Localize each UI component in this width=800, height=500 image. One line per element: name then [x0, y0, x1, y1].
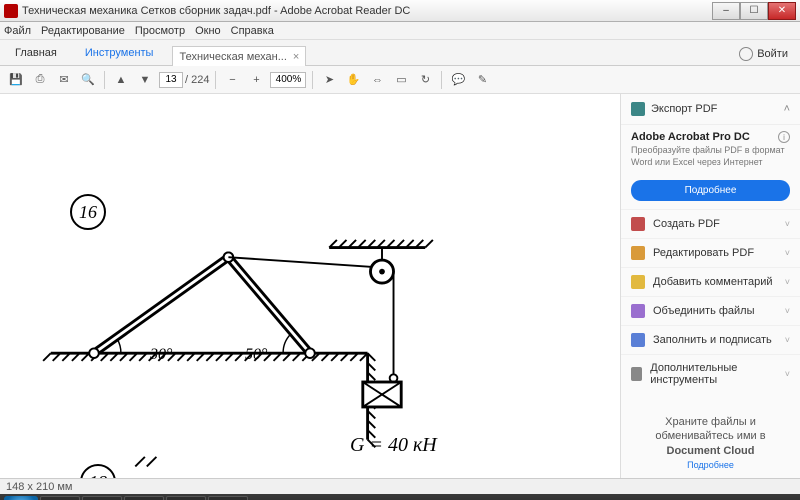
chevron-down-icon: ˅: [785, 277, 790, 287]
tab-document[interactable]: Техническая механ... ×: [172, 46, 306, 66]
window-controls: – ☐ ✕: [712, 2, 796, 20]
info-icon[interactable]: i: [778, 131, 790, 143]
minimize-button[interactable]: –: [712, 2, 740, 20]
panel-item-icon: [631, 217, 645, 231]
product-desc: Преобразуйте файлы PDF в формат Word или…: [631, 145, 790, 168]
menu-view[interactable]: Просмотр: [135, 25, 185, 37]
tab-document-label: Техническая механ...: [179, 51, 286, 63]
panel-footer: Храните файлы и обменивайтесь ими в Docum…: [621, 409, 800, 478]
task-excel[interactable]: [208, 496, 248, 500]
close-button[interactable]: ✕: [768, 2, 796, 20]
panel-item-label: Заполнить и подписать: [653, 334, 772, 346]
chevron-up-icon: ˄: [784, 103, 790, 115]
tab-tools[interactable]: Инструменты: [76, 42, 163, 65]
panel-item-label: Дополнительные инструменты: [650, 362, 776, 386]
maximize-button[interactable]: ☐: [740, 2, 768, 20]
footer-link[interactable]: Подробнее: [631, 460, 790, 470]
panel-item-3[interactable]: Объединить файлы ˅: [621, 296, 800, 325]
window-title: Техническая механика Сетков сборник зада…: [22, 5, 712, 17]
panel-item-icon: [631, 333, 645, 347]
status-bar: 148 x 210 мм: [0, 478, 800, 494]
export-pdf-label: Экспорт PDF: [651, 103, 717, 115]
export-icon: [631, 102, 645, 116]
chevron-down-icon: ˅: [785, 248, 790, 258]
page-indicator: / 224: [159, 72, 209, 88]
menu-help[interactable]: Справка: [231, 25, 274, 37]
panel-item-label: Объединить файлы: [653, 305, 755, 317]
problem-number-16: 16: [70, 194, 106, 230]
menu-window[interactable]: Окно: [195, 25, 221, 37]
panel-item-icon: [631, 246, 645, 260]
panel-item-label: Создать PDF: [653, 218, 720, 230]
chevron-down-icon: ˅: [785, 369, 790, 379]
task-acrobat[interactable]: [124, 496, 164, 500]
print-icon[interactable]: ⎙: [30, 70, 50, 90]
page-current-input[interactable]: [159, 72, 183, 88]
panel-item-label: Добавить комментарий: [653, 276, 772, 288]
panel-item-icon: [631, 304, 645, 318]
tab-bar: Главная Инструменты Техническая механ...…: [0, 40, 800, 66]
document-canvas[interactable]: 16 18 30° 50° G = 40 кН: [0, 94, 620, 478]
footer-text-2: Document Cloud: [667, 445, 755, 457]
toolbar: 💾 ⎙ ✉ 🔍 ▲ ▼ / 224 − + ➤ ✋ ⇔ ▭ ↻ 💬 ✎: [0, 66, 800, 94]
angle-label-30: 30°: [150, 346, 172, 364]
rotate-icon[interactable]: ↻: [415, 70, 435, 90]
engineering-drawing: [0, 94, 620, 478]
panel-item-1[interactable]: Редактировать PDF ˅: [621, 238, 800, 267]
save-icon[interactable]: 💾: [6, 70, 26, 90]
task-browser[interactable]: [82, 496, 122, 500]
sign-icon[interactable]: ✎: [472, 70, 492, 90]
export-pdf-header[interactable]: Экспорт PDF ˄: [621, 94, 800, 125]
panel-item-label: Редактировать PDF: [653, 247, 754, 259]
zoom-out-icon[interactable]: −: [222, 70, 242, 90]
product-name: Adobe Acrobat Pro DC: [631, 131, 750, 143]
panel-item-2[interactable]: Добавить комментарий ˅: [621, 267, 800, 296]
product-promo: i Adobe Acrobat Pro DC Преобразуйте файл…: [621, 125, 800, 174]
task-explorer[interactable]: [40, 496, 80, 500]
comment-icon[interactable]: 💬: [448, 70, 468, 90]
fit-width-icon[interactable]: ⇔: [367, 70, 387, 90]
task-word[interactable]: [166, 496, 206, 500]
login-button[interactable]: Войти: [733, 43, 794, 65]
app-icon: [4, 4, 18, 18]
chevron-down-icon: ˅: [785, 335, 790, 345]
learn-more-button[interactable]: Подробнее: [631, 180, 790, 201]
panel-item-0[interactable]: Создать PDF ˅: [621, 209, 800, 238]
tab-close-icon[interactable]: ×: [293, 51, 299, 63]
menu-edit[interactable]: Редактирование: [41, 25, 125, 37]
tools-panel: Экспорт PDF ˄ i Adobe Acrobat Pro DC Пре…: [620, 94, 800, 478]
tab-home[interactable]: Главная: [6, 42, 66, 65]
page-total: / 224: [185, 74, 209, 86]
chevron-down-icon: ˅: [785, 219, 790, 229]
angle-label-50: 50°: [245, 346, 267, 364]
content-area: 16 18 30° 50° G = 40 кН Экспорт PDF ˄ i …: [0, 94, 800, 478]
search-icon[interactable]: 🔍: [78, 70, 98, 90]
menu-file[interactable]: Файл: [4, 25, 31, 37]
page-up-icon[interactable]: ▲: [111, 70, 131, 90]
footer-text-1: Храните файлы и обменивайтесь ими в: [655, 416, 765, 442]
zoom-in-icon[interactable]: +: [246, 70, 266, 90]
panel-item-4[interactable]: Заполнить и подписать ˅: [621, 325, 800, 354]
mail-icon[interactable]: ✉: [54, 70, 74, 90]
panel-item-icon: [631, 275, 645, 289]
login-label: Войти: [757, 48, 788, 60]
menu-bar: Файл Редактирование Просмотр Окно Справк…: [0, 22, 800, 40]
page-dimensions: 148 x 210 мм: [6, 481, 73, 493]
load-formula: G = 40 кН: [350, 434, 437, 457]
pointer-icon[interactable]: ➤: [319, 70, 339, 90]
hand-icon[interactable]: ✋: [343, 70, 363, 90]
page-down-icon[interactable]: ▼: [135, 70, 155, 90]
chevron-down-icon: ˅: [785, 306, 790, 316]
fit-page-icon[interactable]: ▭: [391, 70, 411, 90]
panel-item-icon: [631, 367, 642, 381]
start-button[interactable]: [4, 496, 38, 500]
window-titlebar: Техническая механика Сетков сборник зада…: [0, 0, 800, 22]
avatar-icon: [739, 47, 753, 61]
taskbar: RU 10:27: [0, 494, 800, 500]
zoom-input[interactable]: [270, 72, 306, 88]
panel-item-5[interactable]: Дополнительные инструменты ˅: [621, 354, 800, 393]
